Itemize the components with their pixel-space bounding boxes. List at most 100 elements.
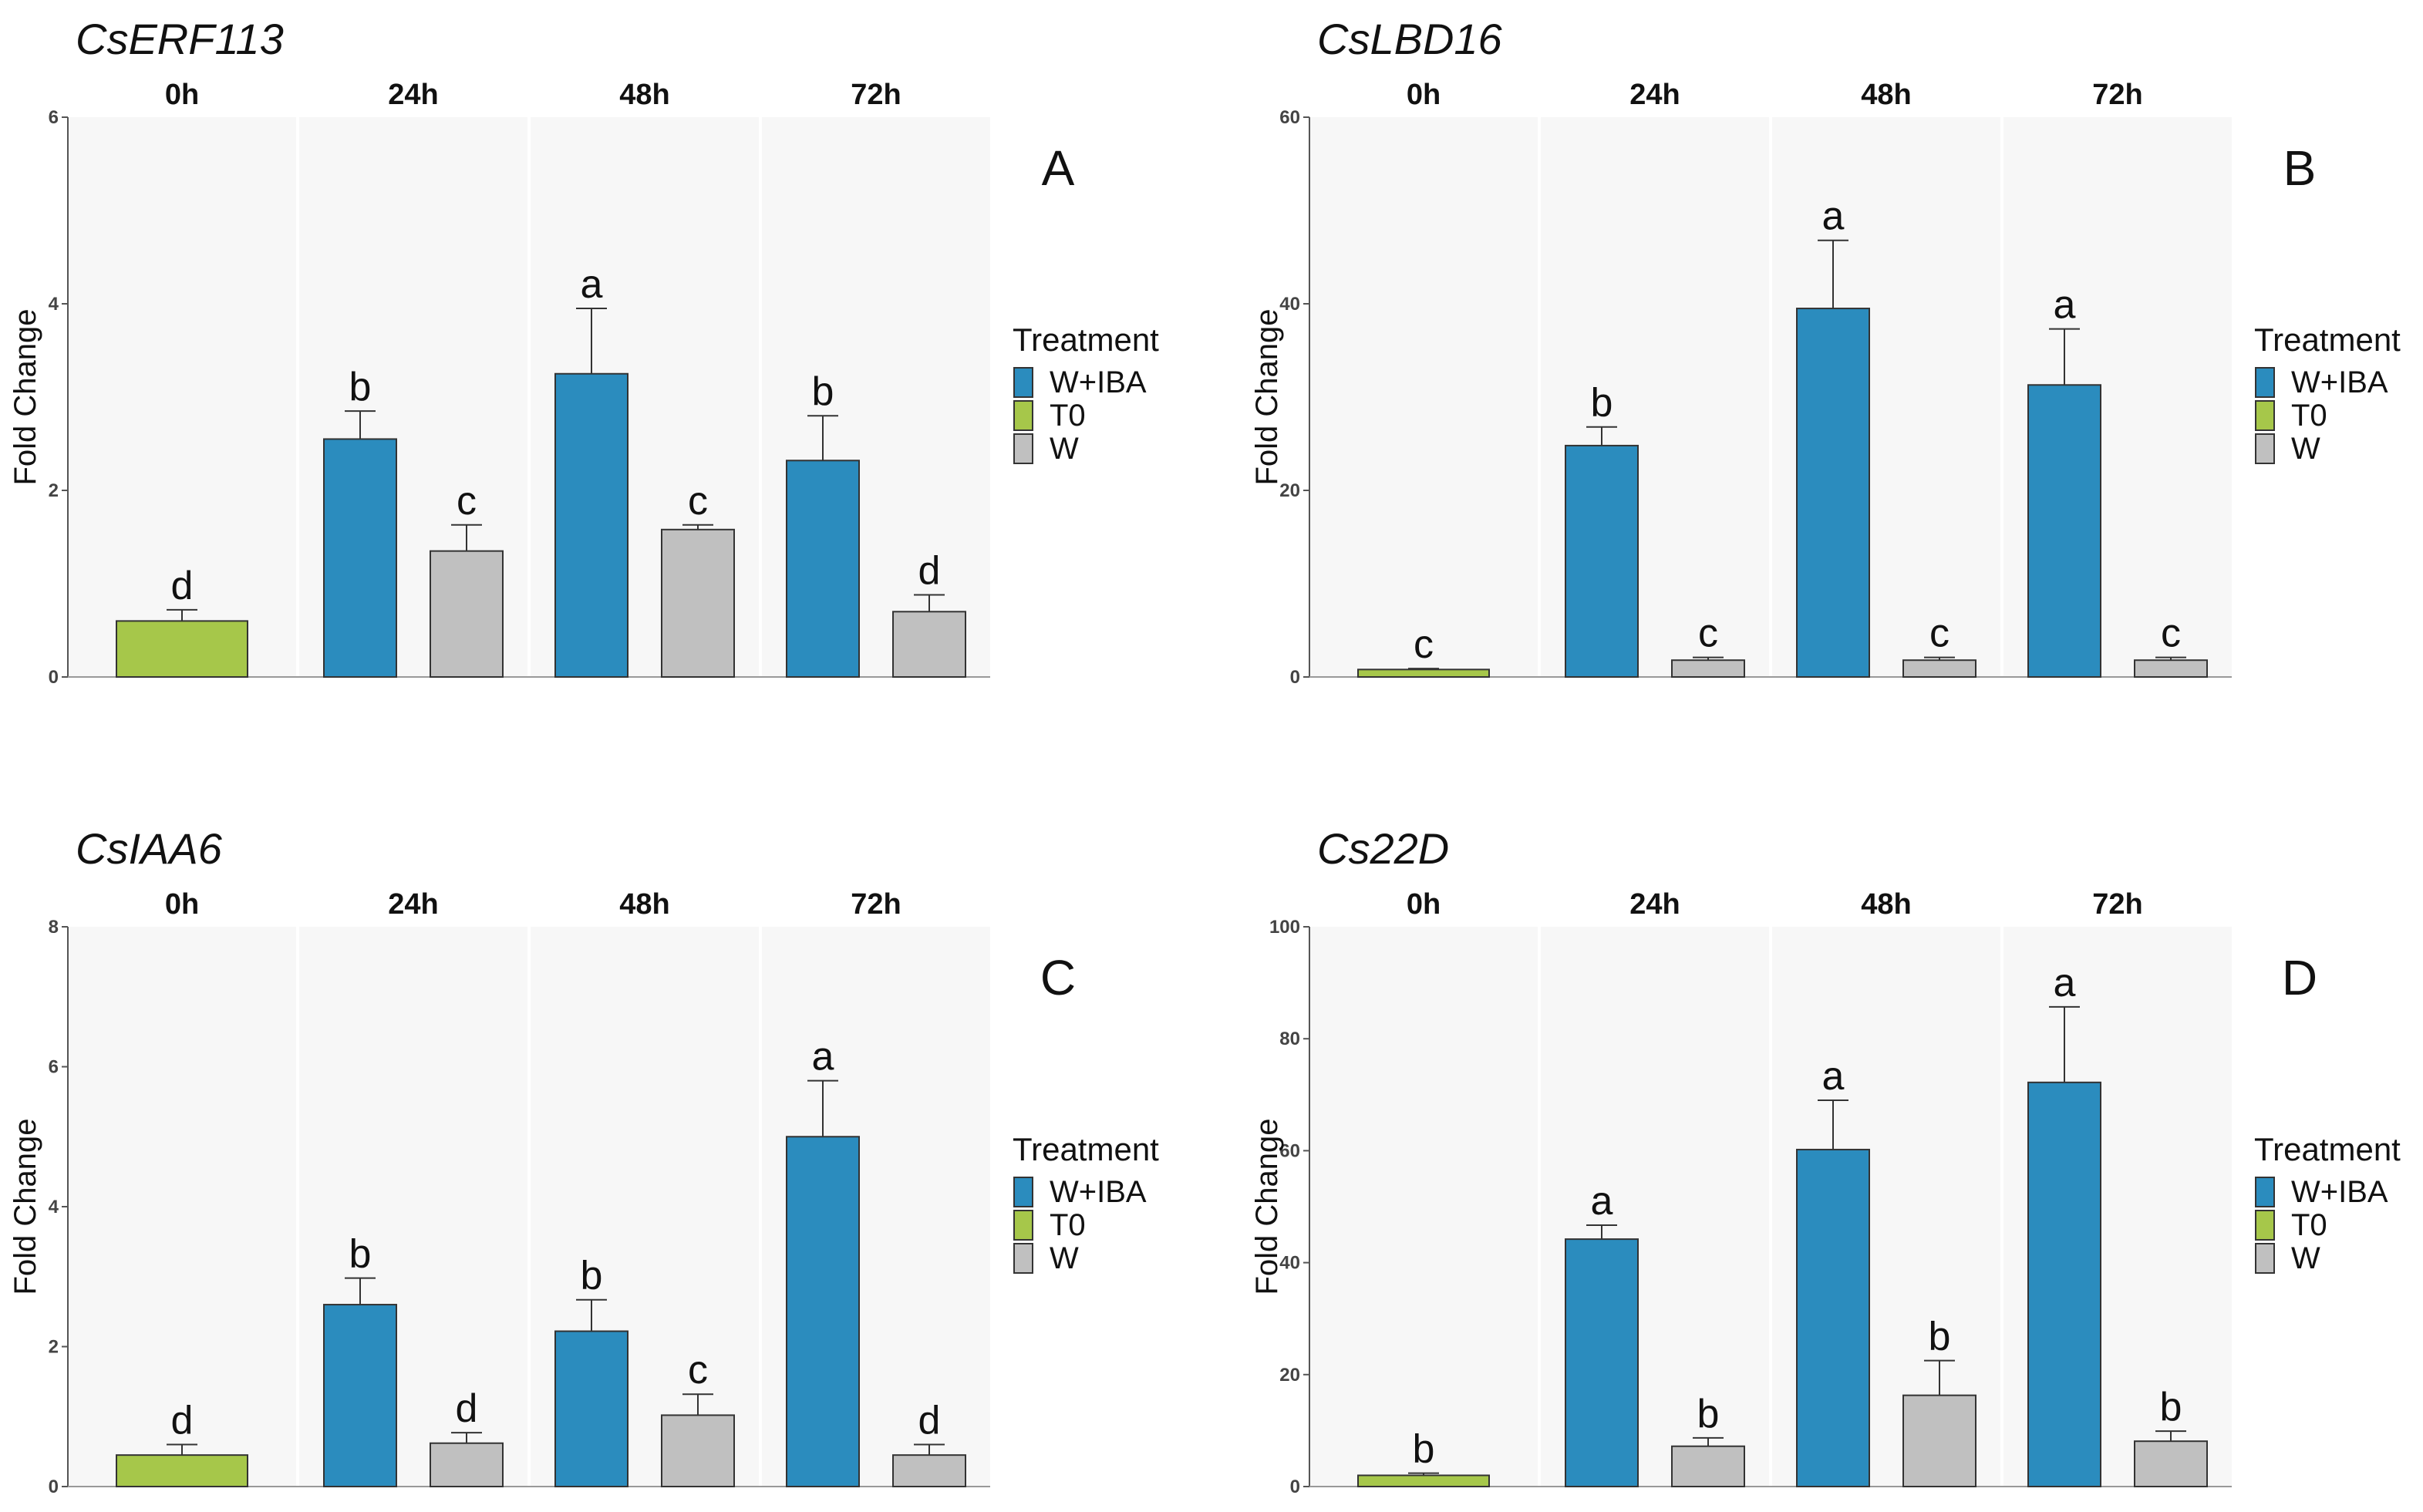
chart-title: Cs22D [1317, 824, 1449, 873]
bar-wplusiba-48h [554, 372, 628, 678]
facet-label: 24h [1629, 888, 1680, 921]
bar-w-24h [1671, 1445, 1745, 1488]
y-tick-label: 60 [1279, 1140, 1300, 1161]
facet-label: 0h [165, 888, 199, 921]
bar-wplusiba-48h [1796, 308, 1870, 678]
legend-label: T0 [2291, 1208, 2327, 1242]
bar-w-48h [661, 1414, 735, 1487]
y-tick-label: 4 [49, 294, 59, 315]
legend-label: T0 [1050, 399, 1086, 433]
y-tick-label: 60 [1279, 107, 1300, 128]
legend-swatch-w [1013, 433, 1033, 464]
chart-title: CsIAA6 [76, 824, 223, 873]
panel-letter: A [1042, 140, 1075, 196]
y-tick-label: 0 [1290, 667, 1300, 688]
significance-letter: c [457, 479, 477, 524]
y-tick-label: 80 [1279, 1029, 1300, 1049]
legend-label: W [1050, 1241, 1079, 1275]
bar-w-72h [892, 1454, 966, 1487]
legend-swatch-t0 [1013, 1210, 1033, 1241]
facet-label: 72h [2092, 888, 2142, 921]
significance-letter: b [1697, 1392, 1720, 1436]
legend-swatch-w [1013, 1243, 1033, 1274]
y-tick-label: 100 [1269, 917, 1300, 938]
bar-w-24h [430, 550, 504, 679]
y-tick-label: 40 [1279, 294, 1300, 315]
bar-t0-0h [116, 620, 248, 679]
legend-title: Treatment [2254, 1131, 2401, 1167]
legend-label: W [2291, 432, 2320, 466]
significance-letter: a [1822, 1054, 1845, 1099]
bar-w-24h [430, 1442, 504, 1487]
panel-letter: D [2282, 950, 2317, 1005]
legend-swatch-wplusiba [1013, 367, 1033, 398]
facet-label: 0h [1407, 79, 1441, 111]
chart-panel-a: CsERF113 0h 24h 48h 72h 0 2 4 6 Fold Change d b c a c b… [8, 15, 1159, 688]
legend-label: T0 [2291, 399, 2327, 433]
y-tick-label: 6 [49, 1057, 59, 1078]
bar-w-72h [892, 611, 966, 678]
y-axis-title: Fold Change [8, 308, 42, 485]
facet-label: 24h [388, 79, 438, 111]
significance-letter: b [1929, 1315, 1951, 1359]
significance-letter: a [2054, 961, 2076, 1005]
y-tick-label: 0 [49, 667, 59, 688]
significance-letter: a [581, 262, 603, 307]
legend-swatch-wplusiba [2255, 1177, 2275, 1207]
significance-letter: b [349, 365, 372, 409]
bar-wplusiba-24h [1565, 444, 1639, 678]
chart-title: CsERF113 [76, 15, 284, 63]
significance-letter: c [1698, 611, 1718, 656]
facet-background [1309, 927, 1538, 1487]
significance-letter: c [2161, 611, 2181, 656]
y-tick-label: 20 [1279, 1365, 1300, 1386]
legend-label: W+IBA [1050, 1175, 1147, 1209]
y-tick-label: 8 [49, 917, 59, 938]
chart-title: CsLBD16 [1317, 15, 1503, 63]
facet-label: 24h [1629, 79, 1680, 111]
bar-wplusiba-48h [554, 1330, 628, 1487]
significance-letter: a [1591, 1179, 1613, 1224]
bar-t0-0h [1357, 668, 1490, 679]
facet-label: 72h [851, 79, 901, 111]
significance-letter: d [171, 564, 194, 608]
y-tick-label: 0 [1290, 1477, 1300, 1497]
significance-letter: d [171, 1399, 194, 1443]
chart-panel-b: CsLBD16 0h 24h 48h 72h 0 20 40 60 Fold Change c b c a… [1250, 15, 2401, 688]
y-axis-title: Fold Change [1250, 1118, 1284, 1295]
legend-swatch-t0 [2255, 1210, 2275, 1241]
y-axis-title: Fold Change [1250, 308, 1284, 485]
bar-wplusiba-24h [323, 438, 397, 678]
legend-title: Treatment [1013, 1131, 1159, 1167]
significance-letter: c [1929, 611, 1950, 656]
bar-wplusiba-72h [786, 1136, 860, 1487]
bar-w-48h [1902, 1394, 1976, 1487]
bar-w-48h [661, 528, 735, 678]
significance-letter: b [1591, 381, 1613, 426]
significance-letter: d [918, 1399, 941, 1443]
bar-wplusiba-72h [2027, 1081, 2101, 1487]
bar-wplusiba-24h [323, 1304, 397, 1487]
significance-letter: d [456, 1386, 478, 1431]
bar-w-72h [2134, 659, 2208, 678]
legend-label: W [2291, 1241, 2320, 1275]
bar-w-72h [2134, 1440, 2208, 1487]
significance-letter: b [812, 369, 834, 414]
y-tick-label: 4 [49, 1197, 59, 1217]
bar-wplusiba-72h [2027, 384, 2101, 678]
y-tick-label: 0 [49, 1477, 59, 1497]
y-tick-label: 20 [1279, 480, 1300, 501]
legend-label: W [1050, 432, 1079, 466]
legend-swatch-wplusiba [2255, 367, 2275, 398]
legend-label: W+IBA [1050, 365, 1147, 399]
y-tick-label: 40 [1279, 1253, 1300, 1274]
significance-letter: b [1413, 1427, 1435, 1472]
bar-t0-0h [1357, 1474, 1490, 1487]
facet-label: 0h [1407, 888, 1441, 921]
significance-letter: c [1414, 622, 1434, 667]
significance-letter: a [812, 1035, 834, 1079]
facet-label: 72h [851, 888, 901, 921]
bar-wplusiba-72h [786, 460, 860, 679]
significance-letter: b [349, 1232, 372, 1277]
